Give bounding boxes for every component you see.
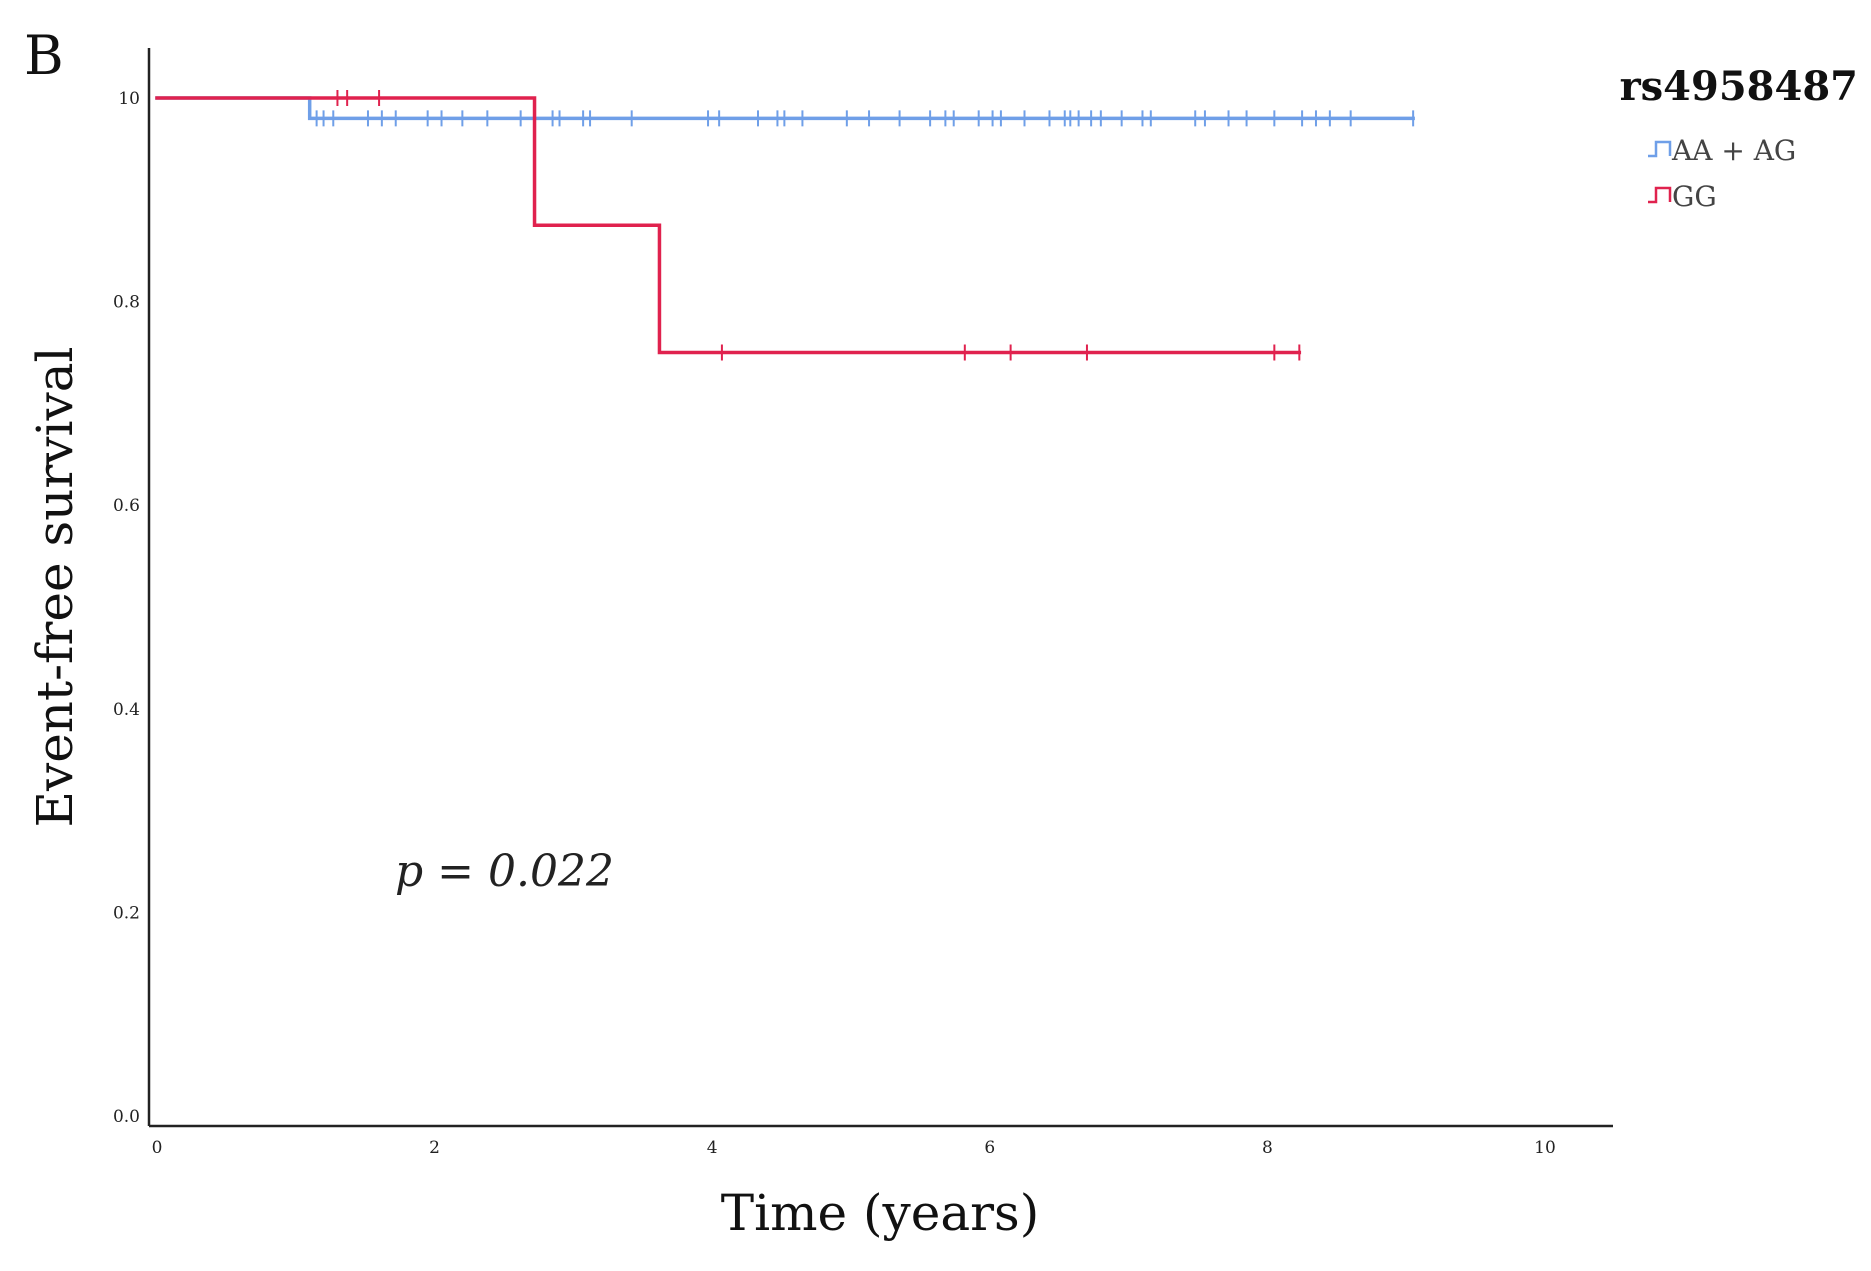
x-tick-label: 8	[1262, 1138, 1273, 1158]
panel-label: B	[24, 24, 64, 87]
y-tick-label: 0.6	[113, 496, 140, 516]
y-tick-label: 0.4	[113, 700, 140, 720]
series-layer	[155, 90, 1415, 361]
y-tick-label: 0.2	[113, 903, 140, 923]
x-tick-label: 4	[707, 1138, 718, 1158]
y-tick-labels: 0.0 0.2 0.4 0.6 0.8 10	[113, 89, 140, 1127]
legend: rs4958487 AA + AG GG	[1620, 63, 1858, 213]
y-tick-label: 0.0	[113, 1107, 140, 1127]
legend-label: GG	[1672, 180, 1717, 213]
legend-swatch	[1648, 140, 1672, 158]
y-tick-label: 0.8	[113, 293, 140, 313]
x-tick-label: 6	[984, 1138, 995, 1158]
axes	[147, 48, 1613, 1128]
y-tick-label: 10	[118, 89, 140, 109]
legend-label: AA + AG	[1671, 134, 1796, 167]
x-tick-label: 10	[1534, 1138, 1556, 1158]
legend-swatch	[1648, 186, 1672, 204]
x-tick-label: 0	[152, 1138, 163, 1158]
y-axis-title: Event-free survival	[26, 346, 84, 827]
x-axis-title: Time (years)	[721, 1184, 1039, 1242]
legend-title: rs4958487	[1620, 63, 1858, 110]
p-value-annotation: p = 0.022	[395, 846, 614, 897]
survival-line	[155, 96, 1302, 355]
x-tick-labels: 0 2 4 6 8 10	[152, 1138, 1556, 1158]
legend-items: AA + AG GG	[1648, 134, 1796, 213]
x-tick-label: 2	[429, 1138, 440, 1158]
